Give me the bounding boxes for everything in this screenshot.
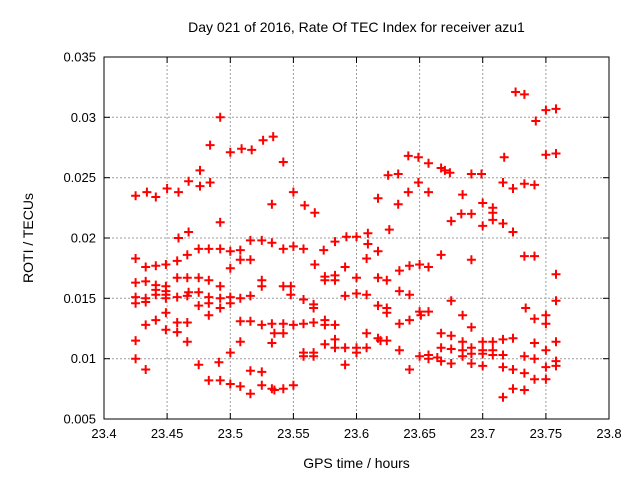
svg-text:23.5: 23.5 — [218, 426, 243, 441]
svg-text:23.6: 23.6 — [344, 426, 369, 441]
svg-text:0.035: 0.035 — [63, 50, 96, 65]
svg-text:0.025: 0.025 — [63, 170, 96, 185]
svg-text:0.03: 0.03 — [71, 110, 96, 125]
svg-text:23.4: 23.4 — [91, 426, 116, 441]
tick-marks — [103, 56, 610, 420]
y-tick-labels: 0.005 0.01 0.015 0.02 0.025 0.03 0.035 — [63, 50, 96, 427]
svg-text:23.45: 23.45 — [151, 426, 184, 441]
svg-text:23.8: 23.8 — [596, 426, 621, 441]
x-axis-label: GPS time / hours — [303, 455, 410, 471]
svg-text:0.015: 0.015 — [63, 291, 96, 306]
svg-text:0.01: 0.01 — [71, 351, 96, 366]
svg-text:23.7: 23.7 — [470, 426, 495, 441]
svg-text:23.65: 23.65 — [403, 426, 436, 441]
svg-text:0.005: 0.005 — [63, 412, 96, 427]
svg-text:0.02: 0.02 — [71, 231, 96, 246]
svg-text:23.55: 23.55 — [277, 426, 310, 441]
svg-text:23.75: 23.75 — [530, 426, 563, 441]
chart-title: Day 021 of 2016, Rate Of TEC Index for r… — [188, 19, 525, 35]
data-point-markers — [131, 87, 561, 402]
x-tick-labels: 23.4 23.45 23.5 23.55 23.6 23.65 23.7 23.75 23.8 — [91, 426, 621, 441]
